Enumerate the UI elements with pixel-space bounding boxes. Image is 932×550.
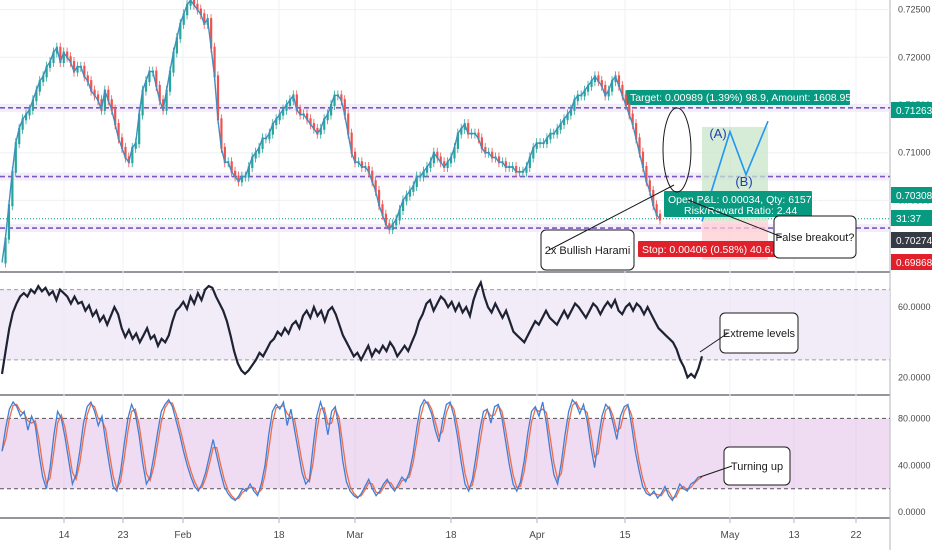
price-axis-badge-label: 0.69868	[896, 258, 932, 269]
x-tick-label: May	[721, 530, 740, 541]
stoch-tick-label: 0.0000	[898, 507, 926, 517]
turning-callout-box	[723, 446, 791, 486]
rsi-line	[0, 279, 704, 380]
price-series	[1, 0, 662, 268]
turning-callout-pointer	[699, 465, 733, 478]
stoch-k-line	[1, 398, 702, 502]
open-pnl-text: Open P&L: 0.00034, Qty: 61576	[668, 194, 818, 206]
price-axis-badge-label: 0.71263	[896, 106, 932, 117]
price-axis-badge	[891, 102, 932, 118]
pnl-badge	[664, 191, 812, 217]
stoch-tick-label: 40.0000	[898, 460, 931, 470]
price-axis-badge-label: 31:37	[896, 214, 921, 225]
annotations: 2x Bullish Harami False breakout? Extreme …	[540, 107, 857, 486]
price-axis-badge-label: 0.70308	[896, 191, 932, 202]
x-tick-label: 18	[445, 530, 457, 541]
x-tick-label: Mar	[346, 530, 364, 541]
horizontal-levels	[0, 103, 890, 233]
x-tick-label: 15	[619, 530, 631, 541]
y-tick-label: 0.72000	[898, 52, 931, 62]
extreme-callout-pointer	[699, 332, 729, 353]
x-tick-label: Apr	[529, 530, 545, 541]
x-tick-label: Feb	[174, 530, 192, 541]
extreme-callout-box	[719, 312, 799, 354]
stochastic-series	[1, 398, 703, 502]
x-tick-label: 23	[117, 530, 129, 541]
price-axis-badge	[891, 210, 932, 226]
time-axis: 14 23 Feb 18 Mar 18 Apr 15 May 13 22	[58, 518, 862, 541]
price-axis-badge	[891, 232, 932, 248]
x-tick-label: 22	[850, 530, 862, 541]
harami-callout-pointer	[548, 184, 675, 251]
wave-label: (A)	[709, 126, 726, 141]
trade-projection: (A)(B)(C)Target: 0.00989 (1.39%) 98.9, A…	[626, 88, 851, 260]
x-tick-label: 14	[58, 530, 70, 541]
breakout-callout-pointer	[687, 199, 783, 238]
price-axis: 0.725000.720000.715000.710000.705000.712…	[891, 5, 932, 517]
rsi-tick-label: 60.0000	[898, 302, 931, 312]
stoch-tick-label: 80.0000	[898, 413, 931, 423]
price-axis-badge	[891, 254, 932, 270]
risk-reward-text: Risk/Reward Ratio: 2.44	[684, 205, 797, 217]
target-text: Target: 0.00989 (1.39%) 98.9, Amount: 16…	[630, 92, 851, 104]
price-axis-badge-label: 0.70274	[896, 236, 932, 247]
harami-callout-text: 2x Bullish Harami	[545, 245, 631, 257]
breakout-callout-text: False breakout?	[776, 232, 855, 244]
price-ma-line	[1, 0, 661, 263]
turning-callout-text: Turning up	[731, 461, 783, 473]
y-tick-label: 0.72500	[898, 5, 931, 15]
x-tick-label: 18	[273, 530, 285, 541]
wave-label: (B)	[735, 174, 752, 189]
target-badge	[626, 90, 850, 105]
price-axis-badge	[891, 187, 932, 203]
x-tick-label: 13	[788, 530, 800, 541]
rsi-tick-label: 20.0000	[898, 372, 931, 382]
wave-projection	[701, 120, 769, 222]
rsi-series	[0, 279, 704, 380]
breakout-callout-box	[773, 215, 857, 259]
y-tick-label: 0.71000	[898, 148, 931, 158]
harami-ellipse	[662, 107, 692, 193]
extreme-callout-text: Extreme levels	[723, 328, 796, 340]
